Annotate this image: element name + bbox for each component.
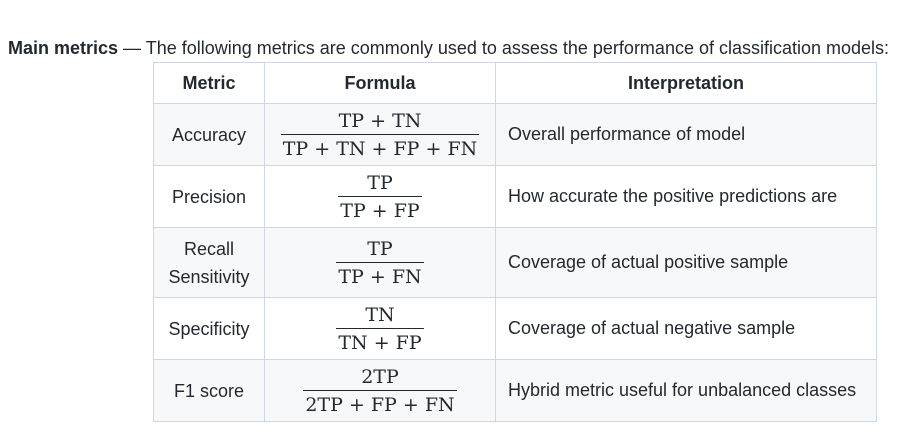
header-interpretation: Interpretation (495, 62, 877, 104)
metric-name: Precision (171, 186, 247, 207)
formula-cell: TN TN + FP (264, 297, 496, 360)
formula-numerator: TP (367, 171, 393, 194)
formula-fraction: TN TN + FP (336, 303, 424, 354)
formula-denominator: TP + TN + FP + FN (282, 137, 478, 160)
metric-cell: Accuracy (153, 103, 265, 166)
fraction-bar (280, 133, 480, 135)
table-header-row: Metric Formula Interpretation (153, 62, 877, 104)
table-row: F1 score 2TP 2TP + FP + FN Hybrid metric… (153, 359, 877, 422)
formula-denominator: TP + FN (338, 265, 422, 288)
header-formula: Formula (264, 62, 496, 104)
metric-name: F1 score (173, 380, 245, 401)
metric-cell: Precision (153, 165, 265, 228)
formula-cell: TP TP + FP (264, 165, 496, 228)
formula-cell: TP TP + FN (264, 227, 496, 298)
metric-name-secondary: Sensitivity (168, 266, 250, 287)
table-row: Specificity TN TN + FP Coverage of actua… (153, 297, 877, 360)
formula-denominator: 2TP + FP + FN (305, 393, 455, 416)
formula-numerator: TP (367, 237, 393, 260)
interpretation-cell: Hybrid metric useful for unbalanced clas… (495, 359, 877, 422)
metric-name: Recall (183, 238, 235, 259)
formula-cell: 2TP 2TP + FP + FN (264, 359, 496, 422)
intro-heading: Main metrics (8, 38, 119, 58)
formula-denominator: TP + FP (340, 199, 420, 222)
table-row: Recall Sensitivity TP TP + FN Coverage o… (153, 227, 877, 298)
formula-fraction: TP TP + FN (336, 237, 424, 288)
fraction-bar (338, 195, 422, 197)
header-metric: Metric (153, 62, 265, 104)
interpretation-cell: Coverage of actual positive sample (495, 227, 877, 298)
formula-numerator: TN (365, 303, 395, 326)
metric-name: Accuracy (171, 124, 247, 145)
interpretation-cell: Coverage of actual negative sample (495, 297, 877, 360)
formula-fraction: TP + TN TP + TN + FP + FN (280, 109, 480, 160)
metric-cell: F1 score (153, 359, 265, 422)
table-row: Accuracy TP + TN TP + TN + FP + FN Overa… (153, 103, 877, 166)
fraction-bar (336, 327, 424, 329)
metric-cell: Recall Sensitivity (153, 227, 265, 298)
formula-denominator: TN + FP (338, 331, 422, 354)
metric-cell: Specificity (153, 297, 265, 360)
intro-text: — The following metrics are commonly use… (118, 38, 890, 58)
intro-paragraph: Main metrics — The following metrics are… (8, 36, 889, 60)
table-row: Precision TP TP + FP How accurate the po… (153, 165, 877, 228)
fraction-bar (303, 389, 457, 391)
interpretation-cell: How accurate the positive predictions ar… (495, 165, 877, 228)
formula-numerator: 2TP (361, 365, 399, 388)
metrics-table: Metric Formula Interpretation Accuracy T… (153, 62, 877, 422)
metric-name: Specificity (168, 318, 250, 339)
formula-numerator: TP + TN (338, 109, 422, 132)
fraction-bar (336, 261, 424, 263)
formula-cell: TP + TN TP + TN + FP + FN (264, 103, 496, 166)
formula-fraction: 2TP 2TP + FP + FN (303, 365, 457, 416)
formula-fraction: TP TP + FP (338, 171, 422, 222)
interpretation-cell: Overall performance of model (495, 103, 877, 166)
